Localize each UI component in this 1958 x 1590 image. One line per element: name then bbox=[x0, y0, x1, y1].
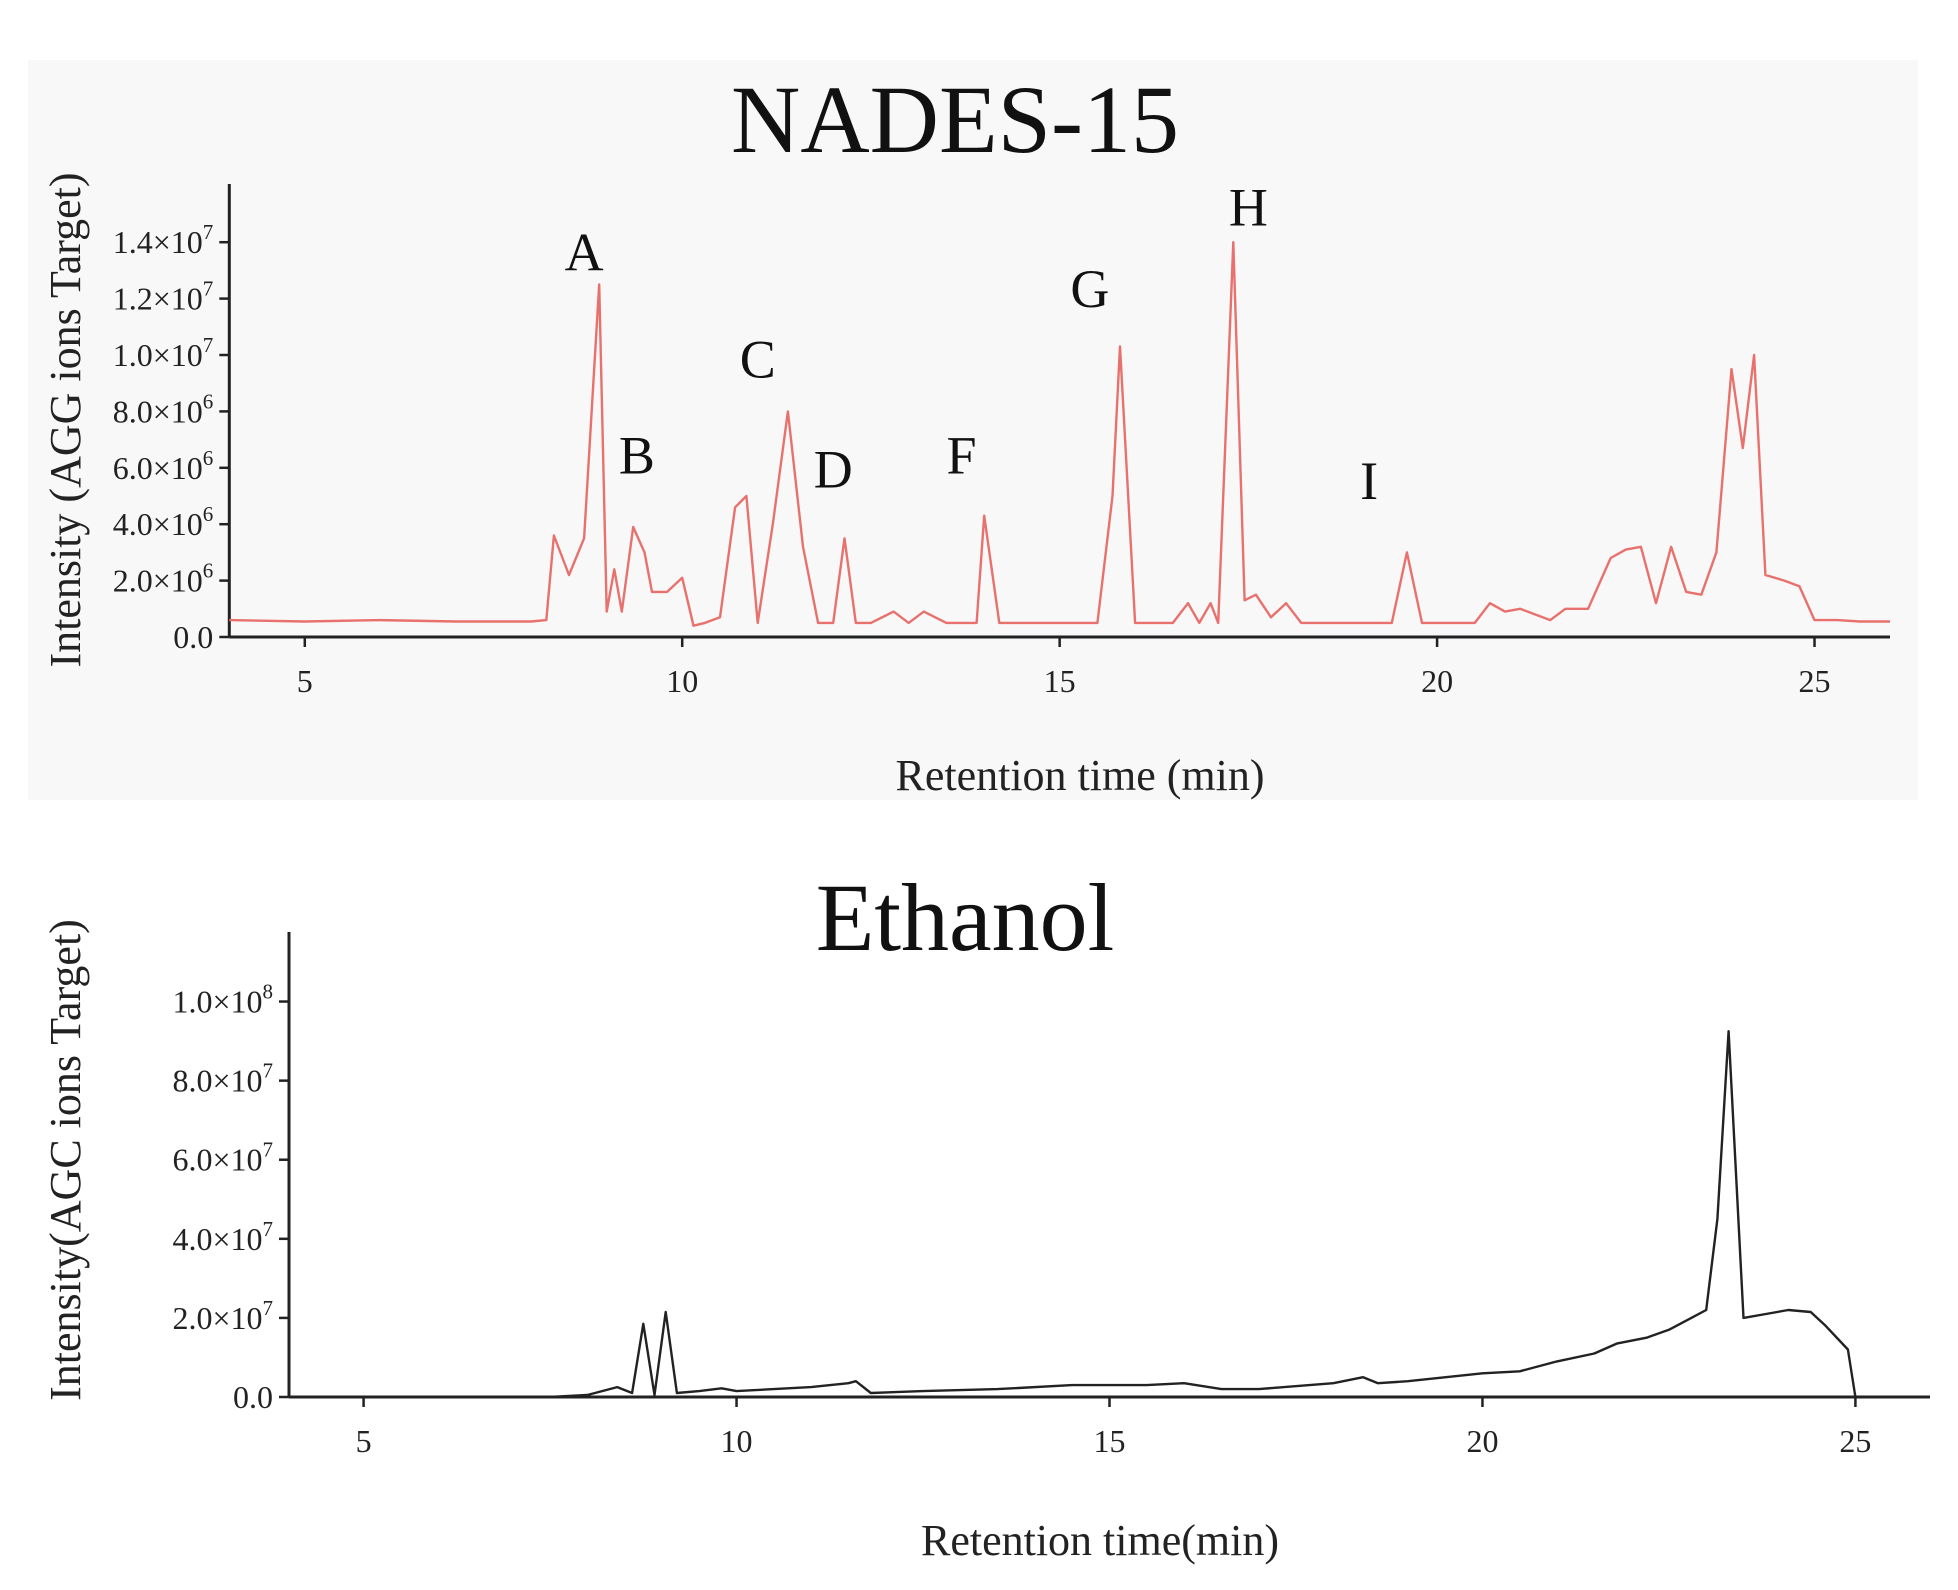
y-tick-label: 0.0 bbox=[233, 1379, 273, 1415]
x-tick-label: 10 bbox=[666, 663, 698, 699]
y-axis-label: Intensity(AGC ions Target) bbox=[41, 919, 90, 1401]
y-tick-mantissa: 8.0×10 bbox=[172, 1063, 262, 1099]
x-tick-label: 25 bbox=[1799, 663, 1831, 699]
ethanol-panel: Ethanol 5 10 15 20 25 0.0 2.0×107 4.0×107 6.0×107… bbox=[0, 820, 1958, 1590]
y-tick-exponent: 6 bbox=[203, 559, 214, 583]
peak-label-a: A bbox=[565, 222, 604, 282]
x-tick-label: 15 bbox=[1044, 663, 1076, 699]
y-tick-mantissa: 4.0×10 bbox=[113, 506, 203, 542]
y-tick-label: 1.4×107 bbox=[113, 220, 214, 260]
y-tick-mantissa: 1.0×10 bbox=[172, 984, 262, 1020]
x-tick-label: 25 bbox=[1839, 1423, 1871, 1459]
y-tick-exponent: 7 bbox=[203, 333, 214, 357]
peak-label-b: B bbox=[619, 425, 655, 485]
chart-title: NADES-15 bbox=[731, 66, 1179, 173]
y-tick-label: 4.0×107 bbox=[172, 1217, 273, 1257]
y-tick-exponent: 6 bbox=[203, 389, 214, 413]
peak-label-g: G bbox=[1070, 259, 1109, 319]
nades-15-chart: NADES-155 10 15 20 250.02.0×1064.0×1066.0×10… bbox=[41, 66, 1890, 800]
y-tick-mantissa: 4.0×10 bbox=[172, 1221, 262, 1257]
peak-label-f: F bbox=[946, 425, 976, 485]
x-tick-label: 15 bbox=[1094, 1423, 1126, 1459]
y-tick-label: 6.0×107 bbox=[172, 1138, 273, 1178]
y-tick-label: 8.0×107 bbox=[172, 1059, 273, 1099]
y-tick-exponent: 7 bbox=[203, 277, 214, 301]
y-tick-exponent: 7 bbox=[263, 1296, 274, 1320]
peak-label-c: C bbox=[740, 330, 776, 390]
y-tick-label: 1.2×107 bbox=[113, 277, 214, 317]
y-tick-exponent: 7 bbox=[263, 1059, 274, 1083]
y-tick-exponent: 7 bbox=[203, 220, 214, 244]
y-tick-mantissa: 0.0 bbox=[233, 1379, 273, 1415]
y-tick-label: 6.0×106 bbox=[113, 446, 214, 486]
y-tick-mantissa: 6.0×10 bbox=[172, 1142, 262, 1178]
y-tick-mantissa: 2.0×10 bbox=[172, 1300, 262, 1336]
y-tick-exponent: 7 bbox=[263, 1138, 274, 1162]
y-tick-label: 0.0 bbox=[173, 619, 213, 655]
chromatogram-line bbox=[363, 1029, 1857, 1399]
y-tick-mantissa: 6.0×10 bbox=[113, 450, 203, 486]
y-tick-label: 2.0×106 bbox=[113, 559, 214, 599]
peak-label-i: I bbox=[1360, 451, 1378, 511]
y-tick-label: 2.0×107 bbox=[172, 1296, 273, 1336]
y-tick-label: 4.0×106 bbox=[113, 502, 214, 542]
x-tick-label: 5 bbox=[297, 663, 313, 699]
y-tick-exponent: 6 bbox=[203, 446, 214, 470]
peak-label-d: D bbox=[814, 440, 853, 500]
y-tick-mantissa: 1.2×10 bbox=[113, 281, 203, 317]
y-tick-exponent: 6 bbox=[203, 502, 214, 526]
y-tick-exponent: 7 bbox=[263, 1217, 274, 1241]
peak-label-h: H bbox=[1229, 177, 1268, 237]
y-tick-mantissa: 2.0×10 bbox=[113, 563, 203, 599]
y-tick-mantissa: 1.4×10 bbox=[113, 224, 203, 260]
x-axis-label: Retention time (min) bbox=[895, 751, 1264, 800]
y-tick-label: 1.0×108 bbox=[172, 980, 273, 1020]
x-tick-label: 10 bbox=[721, 1423, 753, 1459]
y-tick-mantissa: 0.0 bbox=[173, 619, 213, 655]
y-tick-mantissa: 1.0×10 bbox=[113, 337, 203, 373]
x-tick-label: 20 bbox=[1421, 663, 1453, 699]
y-tick-mantissa: 8.0×10 bbox=[113, 393, 203, 429]
chart-title: Ethanol bbox=[816, 864, 1115, 971]
chromatogram-line bbox=[229, 240, 1890, 627]
y-tick-label: 8.0×106 bbox=[113, 389, 214, 429]
y-tick-exponent: 8 bbox=[263, 980, 274, 1004]
y-tick-label: 1.0×107 bbox=[113, 333, 214, 373]
x-axis-label: Retention time(min) bbox=[921, 1516, 1279, 1565]
x-tick-label: 5 bbox=[356, 1423, 372, 1459]
nades-15-panel: NADES-15 5 10 15 20 25 0.0 2.0×106 4.0×106 6.0×10… bbox=[28, 60, 1918, 800]
x-tick-label: 20 bbox=[1466, 1423, 1498, 1459]
y-axis-label: Intensity (AGG ions Target) bbox=[41, 172, 90, 667]
panel-background bbox=[28, 60, 1918, 800]
